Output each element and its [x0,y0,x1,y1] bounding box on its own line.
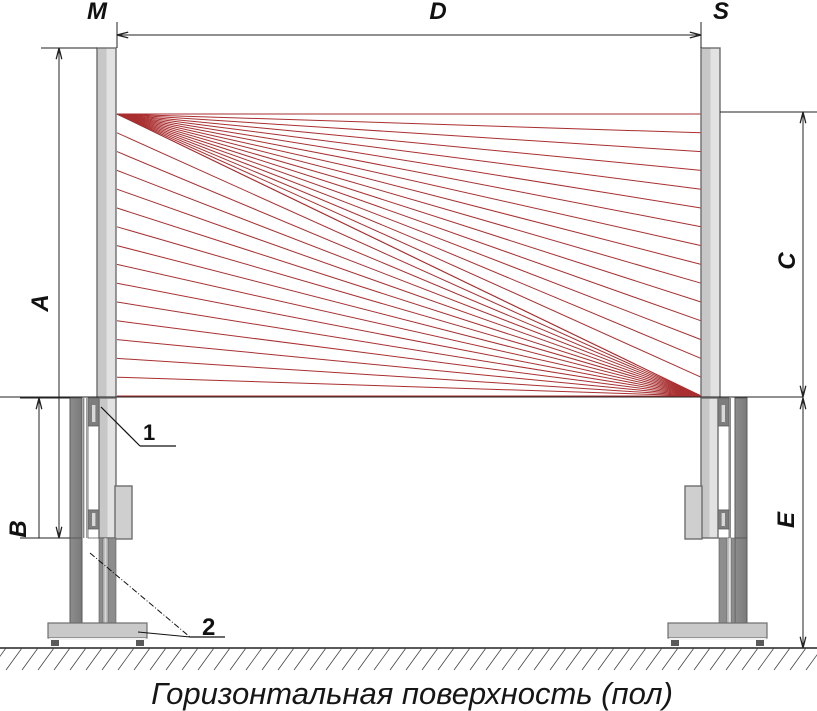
svg-text:B: B [5,520,32,537]
svg-text:1: 1 [143,420,155,445]
svg-text:D: D [429,0,446,25]
svg-text:M: M [87,0,108,25]
svg-text:A: A [27,294,54,312]
svg-text:C: C [774,252,801,270]
svg-text:S: S [713,0,729,25]
svg-text:Горизонтальная поверхность (по: Горизонтальная поверхность (пол) [151,676,673,711]
svg-text:E: E [773,511,800,528]
svg-text:2: 2 [202,614,215,641]
